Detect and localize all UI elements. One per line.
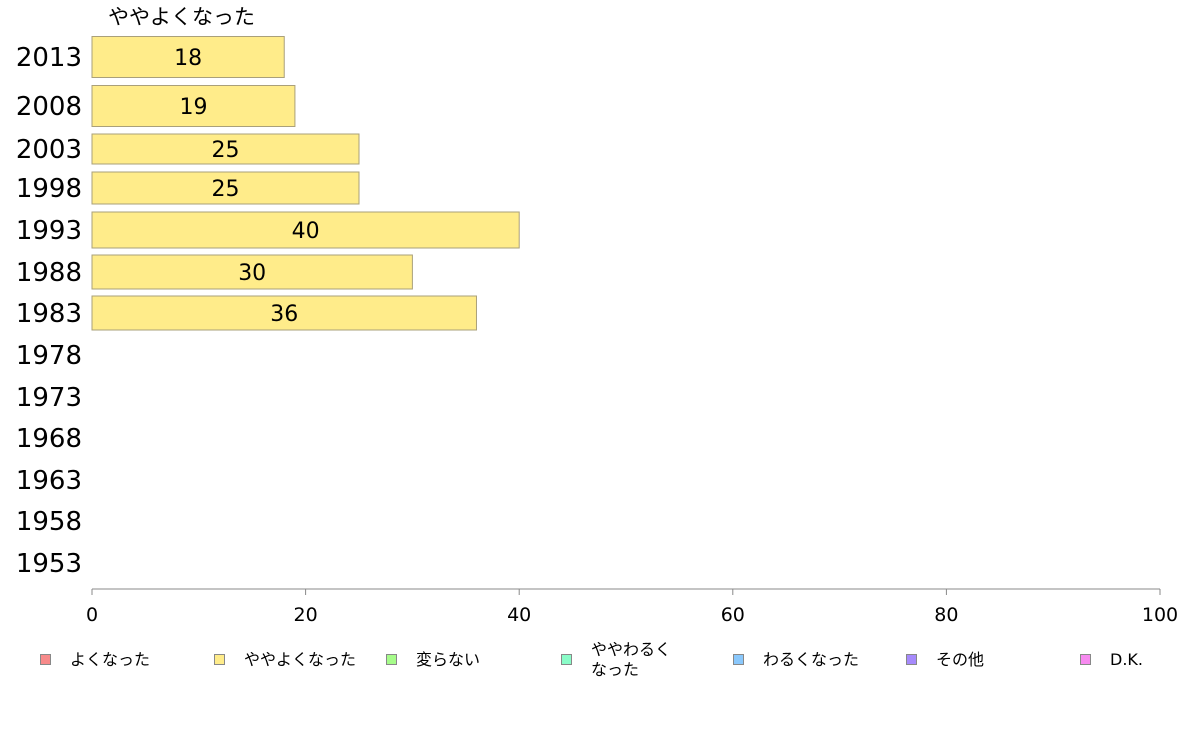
legend-swatch — [1080, 654, 1091, 665]
year-label: 1978 — [16, 341, 82, 371]
legend-swatch — [906, 654, 917, 665]
legend-swatch — [386, 654, 397, 665]
year-label: 1973 — [16, 383, 82, 413]
year-label: 1963 — [16, 466, 82, 496]
legend-label: わるくなった — [763, 650, 860, 669]
year-label: 1998 — [16, 174, 82, 204]
bar-value-label: 36 — [270, 302, 298, 327]
x-tick-label: 40 — [507, 604, 531, 626]
legend-swatch — [40, 654, 51, 665]
x-tick-label: 20 — [294, 604, 318, 626]
legend-swatch — [733, 654, 744, 665]
x-tick-label: 60 — [721, 604, 745, 626]
bar-value-label: 40 — [292, 219, 320, 244]
bar-value-label: 25 — [212, 138, 240, 163]
year-label: 1958 — [16, 507, 82, 537]
bar — [91, 171, 360, 205]
year-label: 2008 — [16, 92, 82, 122]
legend-label: その他 — [936, 650, 985, 669]
legend-swatch — [561, 654, 572, 665]
year-label: 1968 — [16, 424, 82, 454]
bar — [91, 254, 413, 290]
bar-value-label: 25 — [212, 177, 240, 202]
x-tick-label: 100 — [1142, 604, 1178, 626]
legend-label: 変らない — [416, 650, 481, 669]
x-tick-label: 0 — [86, 604, 98, 626]
legend-label: ややわるく なった — [591, 640, 672, 679]
bar — [91, 36, 285, 78]
legend: よくなった ややよくなった 変らない ややわるく なった わるくなった その他 D.K. — [0, 638, 1188, 688]
year-label: 2013 — [16, 43, 82, 73]
bar — [91, 85, 296, 127]
x-tick-label: 80 — [934, 604, 958, 626]
year-label: 1983 — [16, 299, 82, 329]
chart-title: ややよくなった — [108, 5, 255, 29]
bar — [91, 133, 360, 165]
bar-value-label: 19 — [179, 95, 207, 120]
year-label: 1988 — [16, 258, 82, 288]
year-label: 1993 — [16, 216, 82, 246]
legend-label: よくなった — [70, 650, 151, 669]
bar — [91, 295, 477, 331]
year-label: 2003 — [16, 135, 82, 165]
bar-value-label: 18 — [174, 46, 202, 71]
legend-label: D.K. — [1110, 650, 1143, 669]
bar-value-label: 30 — [238, 261, 266, 286]
legend-label: ややよくなった — [244, 650, 357, 669]
year-label: 1953 — [16, 549, 82, 579]
legend-swatch — [214, 654, 225, 665]
bar — [91, 211, 520, 249]
